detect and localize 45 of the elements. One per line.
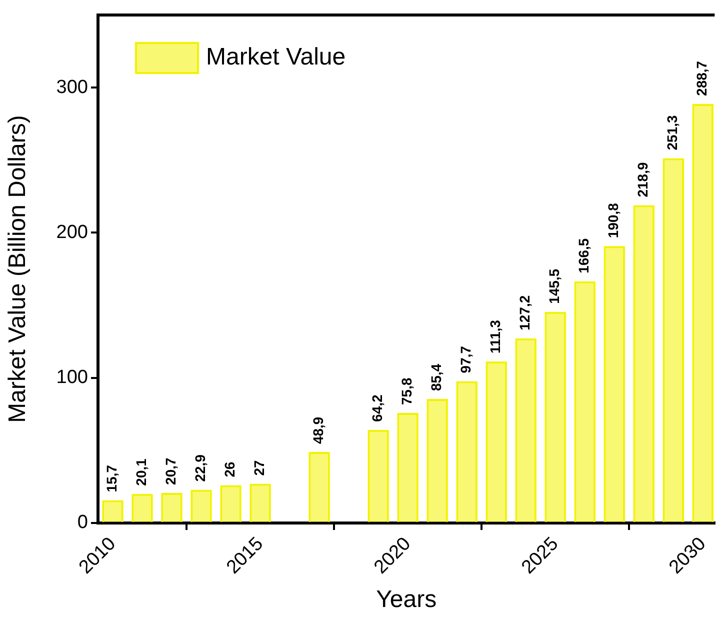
bar bbox=[132, 494, 153, 522]
bar bbox=[102, 500, 124, 522]
data-label: 111,3 bbox=[487, 320, 504, 354]
data-label: 15,7 bbox=[104, 464, 120, 492]
data-label: 190,8 bbox=[605, 202, 622, 238]
data-label: 85,4 bbox=[428, 364, 444, 392]
bar bbox=[486, 361, 507, 522]
bar bbox=[544, 312, 566, 522]
bar bbox=[250, 484, 271, 522]
data-label: 251,3 bbox=[664, 115, 680, 150]
bar bbox=[190, 490, 212, 522]
bar bbox=[368, 430, 389, 522]
data-label: 48,9 bbox=[310, 416, 326, 444]
bar bbox=[515, 338, 536, 522]
data-label: 75,8 bbox=[398, 378, 415, 405]
data-label: 145,5 bbox=[546, 268, 562, 304]
data-label: 22,9 bbox=[192, 454, 208, 482]
data-label: 26 bbox=[222, 461, 238, 478]
y-tick-label: 200 bbox=[56, 222, 88, 243]
data-label: 218,9 bbox=[634, 162, 651, 198]
data-label: 20,1 bbox=[133, 458, 150, 486]
y-axis-title: Market Value (Billion Dollars) bbox=[4, 115, 32, 423]
bar bbox=[662, 158, 684, 522]
data-label: 127,2 bbox=[516, 295, 533, 330]
bar bbox=[574, 281, 596, 522]
y-tick-label: 300 bbox=[56, 76, 88, 98]
data-label: 64,2 bbox=[369, 394, 386, 422]
bar bbox=[456, 381, 478, 522]
bar bbox=[397, 412, 418, 522]
bar bbox=[692, 104, 714, 522]
bar bbox=[426, 399, 448, 522]
legend-label: Market Value bbox=[206, 44, 346, 71]
x-axis-title: Years bbox=[376, 586, 437, 614]
data-label: 288,7 bbox=[694, 60, 710, 96]
y-tick-label: 0 bbox=[77, 512, 88, 534]
data-label: 27 bbox=[251, 460, 268, 476]
bar bbox=[161, 492, 182, 522]
y-tick-label: 100 bbox=[56, 367, 88, 388]
data-label: 166,5 bbox=[576, 238, 592, 274]
data-label: 20,7 bbox=[162, 457, 179, 485]
bar bbox=[633, 205, 654, 522]
data-label: 97,7 bbox=[458, 346, 474, 374]
bar bbox=[604, 246, 625, 522]
bar bbox=[220, 485, 242, 522]
bar bbox=[308, 452, 330, 522]
